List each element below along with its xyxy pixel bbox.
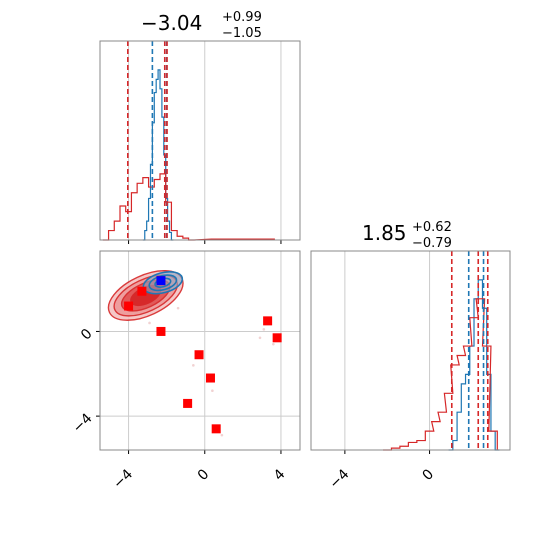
- scatter-xy-sample-point: [258, 336, 262, 340]
- hist-y-title-median: 1.85: [362, 221, 407, 245]
- scatter-xy-sample-point: [220, 433, 224, 437]
- scatter-xy-ytick-label: −4: [70, 410, 96, 436]
- scatter-xy-marker-2: [124, 301, 134, 311]
- scatter-xy-marker-7: [211, 424, 221, 434]
- scatter-xy-best-marker: [156, 276, 166, 286]
- scatter-xy-xtick-label: −4: [110, 466, 136, 492]
- hist-y-xtick-label: −4: [327, 466, 353, 492]
- hist-x-series-0-step: [142, 69, 174, 241]
- scatter-xy-marker-8: [263, 316, 273, 326]
- hist-x-title-minus: −1.05: [222, 26, 262, 41]
- histogram-x-panel: [99, 40, 301, 244]
- scatter-xy-ytick-label: 0: [78, 326, 96, 344]
- hist-x-frame: [99, 40, 301, 241]
- scatter-xy-blue-contour-1: [148, 274, 178, 292]
- scatter-xy-sample-point: [176, 306, 180, 310]
- hist-x-title-plus: +0.99: [222, 10, 262, 25]
- hist-x-title-median: −3.04: [141, 11, 202, 35]
- scatter-xy-xtick-label: 4: [271, 466, 289, 484]
- scatter-contour-panel: −4 0 4 −4 0: [70, 250, 301, 492]
- scatter-xy-sample-point: [262, 328, 266, 331]
- hist-y-series-0-step: [448, 279, 500, 451]
- hist-y-title-minus: −0.79: [412, 236, 452, 251]
- histogram-y-panel: −4 0: [310, 250, 511, 492]
- scatter-xy-marker-5: [205, 373, 215, 383]
- scatter-xy-sample-point: [192, 364, 195, 367]
- scatter-xy-marker-3: [156, 326, 166, 336]
- scatter-xy-frame: [99, 250, 301, 451]
- scatter-xy-sample-point: [148, 321, 151, 325]
- scatter-xy-marker-4: [194, 350, 204, 360]
- scatter-xy-sample-point: [272, 342, 275, 346]
- hist-y-title-plus: +0.62: [412, 220, 452, 235]
- scatter-xy-marker-6: [183, 398, 193, 408]
- scatter-xy-sample-point: [211, 389, 214, 393]
- hist-y-series-1-step: [382, 298, 498, 451]
- scatter-xy-marker-0: [137, 286, 147, 296]
- hist-y-xtick-label: 0: [420, 466, 438, 484]
- scatter-xy-xtick-label: 0: [195, 466, 213, 484]
- hist-y-frame: [310, 250, 511, 451]
- scatter-xy-marker-9: [272, 333, 282, 343]
